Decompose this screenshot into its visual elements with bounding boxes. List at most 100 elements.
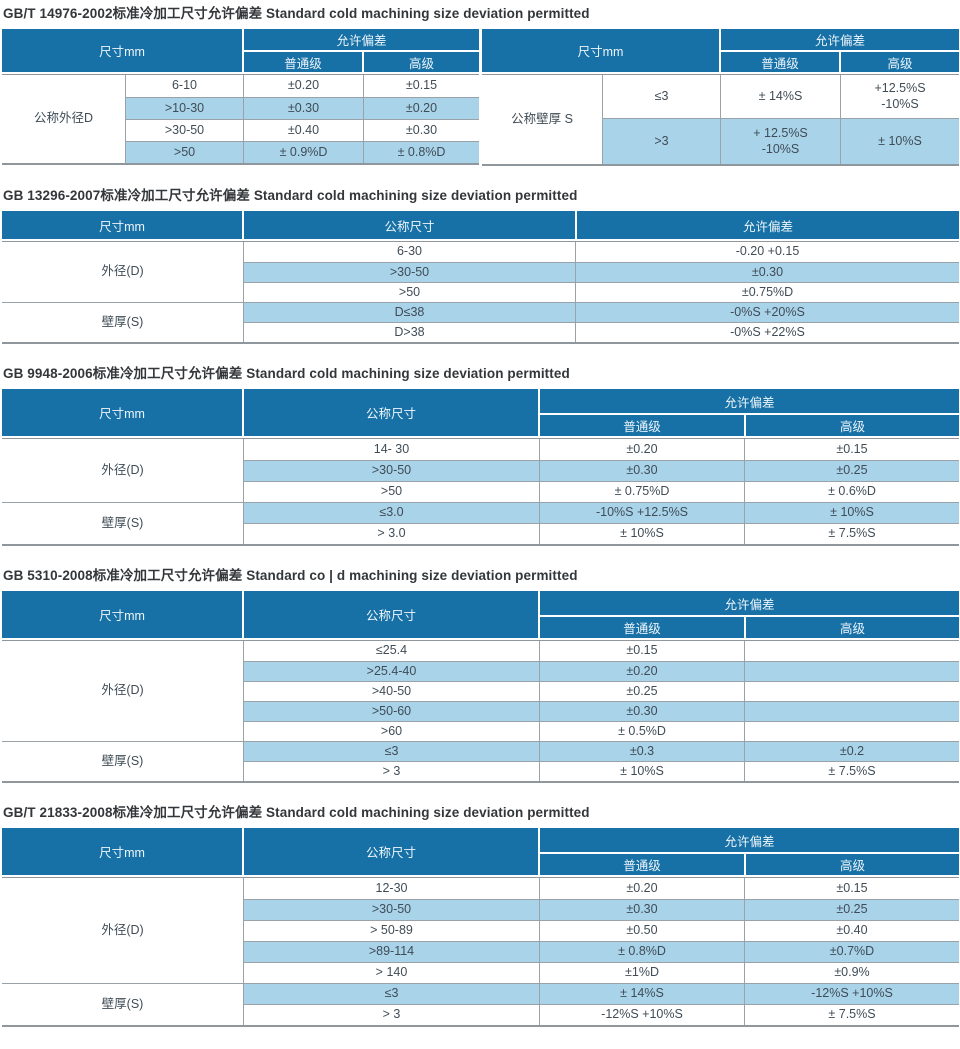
cell-advanced: +12.5%S -10%S [840, 75, 959, 118]
cell-advanced: -12%S +10%S [744, 983, 959, 1004]
cell-size: >50 [243, 481, 539, 502]
header-allowed-deviation: 允许偏差 [721, 29, 959, 50]
cell-ordinary: ± 0.9%D [243, 141, 363, 163]
table-body: 外径(D) 12-30 ±0.20 ±0.15 >30-50 ±0.30 ±0.… [2, 877, 959, 1027]
cell-size: ≤3.0 [243, 502, 539, 523]
cell-advanced: ±0.15 [363, 75, 479, 97]
header-nominal-size: 公称尺寸 [244, 211, 575, 239]
cell-advanced [744, 701, 959, 721]
cell-advanced: ±0.20 [363, 97, 479, 119]
cell-size: >30-50 [243, 262, 575, 282]
table-header: 尺寸mm 允许偏差 普通级 高级 [2, 29, 479, 72]
row-group-label: 公称壁厚 S [482, 75, 602, 164]
cell-advanced: ±0.7%D [744, 941, 959, 962]
section-gb-9948: GB 9948-2006标准冷加工尺寸允许偏差 Standard cold ma… [2, 362, 959, 546]
cell-ordinary: ±0.30 [539, 701, 744, 721]
cell-size: > 3 [243, 761, 539, 781]
cell-size: D>38 [243, 322, 575, 342]
cell-size: >3 [602, 118, 720, 164]
cell-size: >10-30 [125, 97, 243, 119]
header-size-mm: 尺寸mm [482, 29, 719, 72]
cell-ordinary: ± 14%S [539, 983, 744, 1004]
cell-size: >89-114 [243, 941, 539, 962]
cell-size: > 3.0 [243, 523, 539, 544]
table-header: 尺寸mm 公称尺寸 允许偏差 [2, 211, 959, 239]
cell-advanced: ±0.30 [363, 119, 479, 141]
cell-ordinary: + 12.5%S -10%S [720, 118, 840, 164]
cell-ordinary: ± 0.5%D [539, 721, 744, 741]
cell-size: > 140 [243, 962, 539, 983]
table-gbt21833: 尺寸mm 公称尺寸 允许偏差 普通级 高级 外径(D) 12-30 ±0.20 … [2, 828, 959, 1027]
cell-ordinary: ±0.50 [539, 920, 744, 941]
row-group-label: 壁厚(S) [2, 502, 243, 544]
cell-size: >50 [243, 282, 575, 302]
cell-advanced: ±0.9% [744, 962, 959, 983]
row-group-label: 壁厚(S) [2, 983, 243, 1025]
cell-advanced: ±0.25 [744, 460, 959, 481]
cell-deviation: ±0.75%D [575, 282, 959, 302]
cell-size: ≤3 [243, 741, 539, 761]
table-body: 外径(D) ≤25.4 ±0.15 >25.4-40 ±0.20 >40-50 … [2, 640, 959, 783]
cell-ordinary: ±0.20 [539, 661, 744, 681]
cell-ordinary: ± 0.75%D [539, 481, 744, 502]
cell-size: >60 [243, 721, 539, 741]
header-ordinary-grade: 普通级 [721, 52, 839, 72]
cell-size: >30-50 [125, 119, 243, 141]
section-title: GB/T 21833-2008标准冷加工尺寸允许偏差 Standard cold… [3, 805, 590, 820]
cell-deviation: -0%S +22%S [575, 322, 959, 342]
cell-advanced [744, 641, 959, 661]
cell-ordinary: ± 10%S [539, 523, 744, 544]
header-nominal-size: 公称尺寸 [244, 389, 538, 436]
header-allowed-deviation: 允许偏差 [540, 828, 959, 852]
cell-ordinary: ± 10%S [539, 761, 744, 781]
header-allowed-deviation: 允许偏差 [540, 591, 959, 615]
cell-size: >50 [125, 141, 243, 163]
row-group-label: 外径(D) [2, 878, 243, 983]
cell-advanced: ±0.25 [744, 899, 959, 920]
section-title: GB 13296-2007标准冷加工尺寸允许偏差 Standard cold m… [3, 188, 578, 203]
row-group-label: 外径(D) [2, 242, 243, 302]
table-body: 公称外径D 6-10 ±0.20 ±0.15 >10-30 ±0.30 ±0.2… [2, 74, 479, 165]
cell-size: ≤3 [243, 983, 539, 1004]
cell-size: >30-50 [243, 460, 539, 481]
cell-advanced: ±0.15 [744, 439, 959, 460]
header-size-mm: 尺寸mm [2, 29, 242, 72]
cell-deviation: ±0.30 [575, 262, 959, 282]
header-ordinary-grade: 普通级 [540, 415, 744, 436]
header-advanced-grade: 高级 [746, 617, 959, 638]
cell-ordinary: ±0.30 [243, 97, 363, 119]
section-gb-13296: GB 13296-2007标准冷加工尺寸允许偏差 Standard cold m… [2, 184, 959, 344]
cell-advanced: ±0.40 [744, 920, 959, 941]
cell-size: 6-10 [125, 75, 243, 97]
section-gb-5310: GB 5310-2008标准冷加工尺寸允许偏差 Standard co | d … [2, 564, 959, 783]
cell-ordinary: ± 0.8%D [539, 941, 744, 962]
row-group-label: 公称外径D [2, 75, 125, 163]
cell-ordinary: ± 14%S [720, 75, 840, 118]
header-nominal-size: 公称尺寸 [244, 828, 538, 875]
table-header: 尺寸mm 允许偏差 普通级 高级 [482, 29, 959, 72]
section-title: GB 9948-2006标准冷加工尺寸允许偏差 Standard cold ma… [3, 366, 570, 381]
header-ordinary-grade: 普通级 [540, 617, 744, 638]
table-gb5310: 尺寸mm 公称尺寸 允许偏差 普通级 高级 外径(D) ≤25.4 ±0.15 … [2, 591, 959, 783]
cell-size: > 50-89 [243, 920, 539, 941]
cell-size: >40-50 [243, 681, 539, 701]
cell-size: 6-30 [243, 242, 575, 262]
table-body: 外径(D) 6-30 -0.20 +0.15 >30-50 ±0.30 >50 … [2, 241, 959, 344]
table-gb9948: 尺寸mm 公称尺寸 允许偏差 普通级 高级 外径(D) 14- 30 ±0.20… [2, 389, 959, 546]
header-allowed-deviation: 允许偏差 [540, 389, 959, 413]
row-group-label: 外径(D) [2, 641, 243, 741]
cell-ordinary: ±0.15 [539, 641, 744, 661]
cell-ordinary: ±1%D [539, 962, 744, 983]
cell-size: ≤25.4 [243, 641, 539, 661]
cell-size: 12-30 [243, 878, 539, 899]
header-allowed-deviation: 允许偏差 [577, 211, 959, 239]
cell-size: > 3 [243, 1004, 539, 1025]
header-size-mm: 尺寸mm [2, 828, 242, 875]
cell-advanced: ± 0.6%D [744, 481, 959, 502]
header-advanced-grade: 高级 [746, 854, 959, 875]
header-size-mm: 尺寸mm [2, 591, 242, 638]
table-body: 外径(D) 14- 30 ±0.20 ±0.15 >30-50 ±0.30 ±0… [2, 438, 959, 546]
table-header: 尺寸mm 公称尺寸 允许偏差 普通级 高级 [2, 828, 959, 875]
section-gbt-21833: GB/T 21833-2008标准冷加工尺寸允许偏差 Standard cold… [2, 801, 959, 1027]
table-gbt14976-wall-thickness: 尺寸mm 允许偏差 普通级 高级 公称壁厚 S ≤3 ± 14%S +12.5%… [482, 29, 959, 166]
